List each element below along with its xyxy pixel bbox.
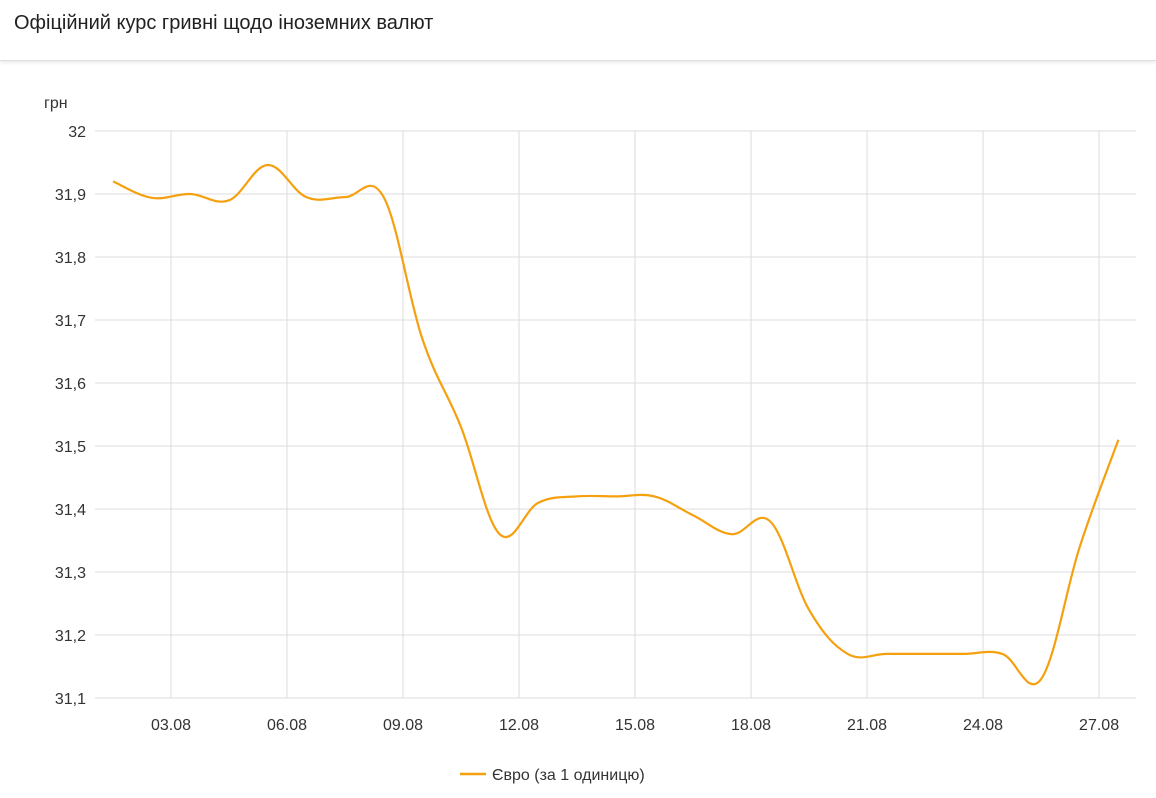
x-tick-label: 21.08 xyxy=(847,717,887,734)
x-tick-label: 24.08 xyxy=(963,717,1003,734)
y-tick-label: 31,7 xyxy=(55,313,86,330)
y-ticks: 31,1 31,2 31,3 31,4 31,5 31,6 31,7 31,8 31,9 32 xyxy=(55,124,86,708)
legend[interactable]: Євро (за 1 одиницю) xyxy=(460,767,645,784)
y-tick-label: 31,6 xyxy=(55,376,86,393)
x-tick-label: 27.08 xyxy=(1079,717,1119,734)
x-tick-label: 03.08 xyxy=(151,717,191,734)
series-line-euro xyxy=(112,163,1120,686)
x-tick-label: 06.08 xyxy=(267,717,307,734)
y-tick-label: 31,5 xyxy=(55,439,86,456)
y-tick-label: 31,8 xyxy=(55,250,86,267)
x-tick-label: 18.08 xyxy=(731,717,771,734)
y-axis-label: грн xyxy=(44,95,68,112)
y-tick-label: 31,2 xyxy=(55,628,86,645)
page-title: Офіційний курс гривні щодо іноземних вал… xyxy=(14,12,434,34)
header: Офіційний курс гривні щодо іноземних вал… xyxy=(0,0,1156,61)
y-tick-label: 31,3 xyxy=(55,565,86,582)
y-tick-label: 31,9 xyxy=(55,187,86,204)
legend-label: Євро (за 1 одиницю) xyxy=(492,767,645,784)
grid xyxy=(95,130,1136,699)
x-tick-label: 12.08 xyxy=(499,717,539,734)
x-tick-label: 09.08 xyxy=(383,717,423,734)
y-tick-label: 32 xyxy=(68,124,86,141)
y-tick-label: 31,1 xyxy=(55,691,86,708)
x-tick-label: 15.08 xyxy=(615,717,655,734)
x-ticks: 03.08 06.08 09.08 12.08 15.08 18.08 21.08 24.08… xyxy=(151,717,1119,734)
y-tick-label: 31,4 xyxy=(55,502,86,519)
